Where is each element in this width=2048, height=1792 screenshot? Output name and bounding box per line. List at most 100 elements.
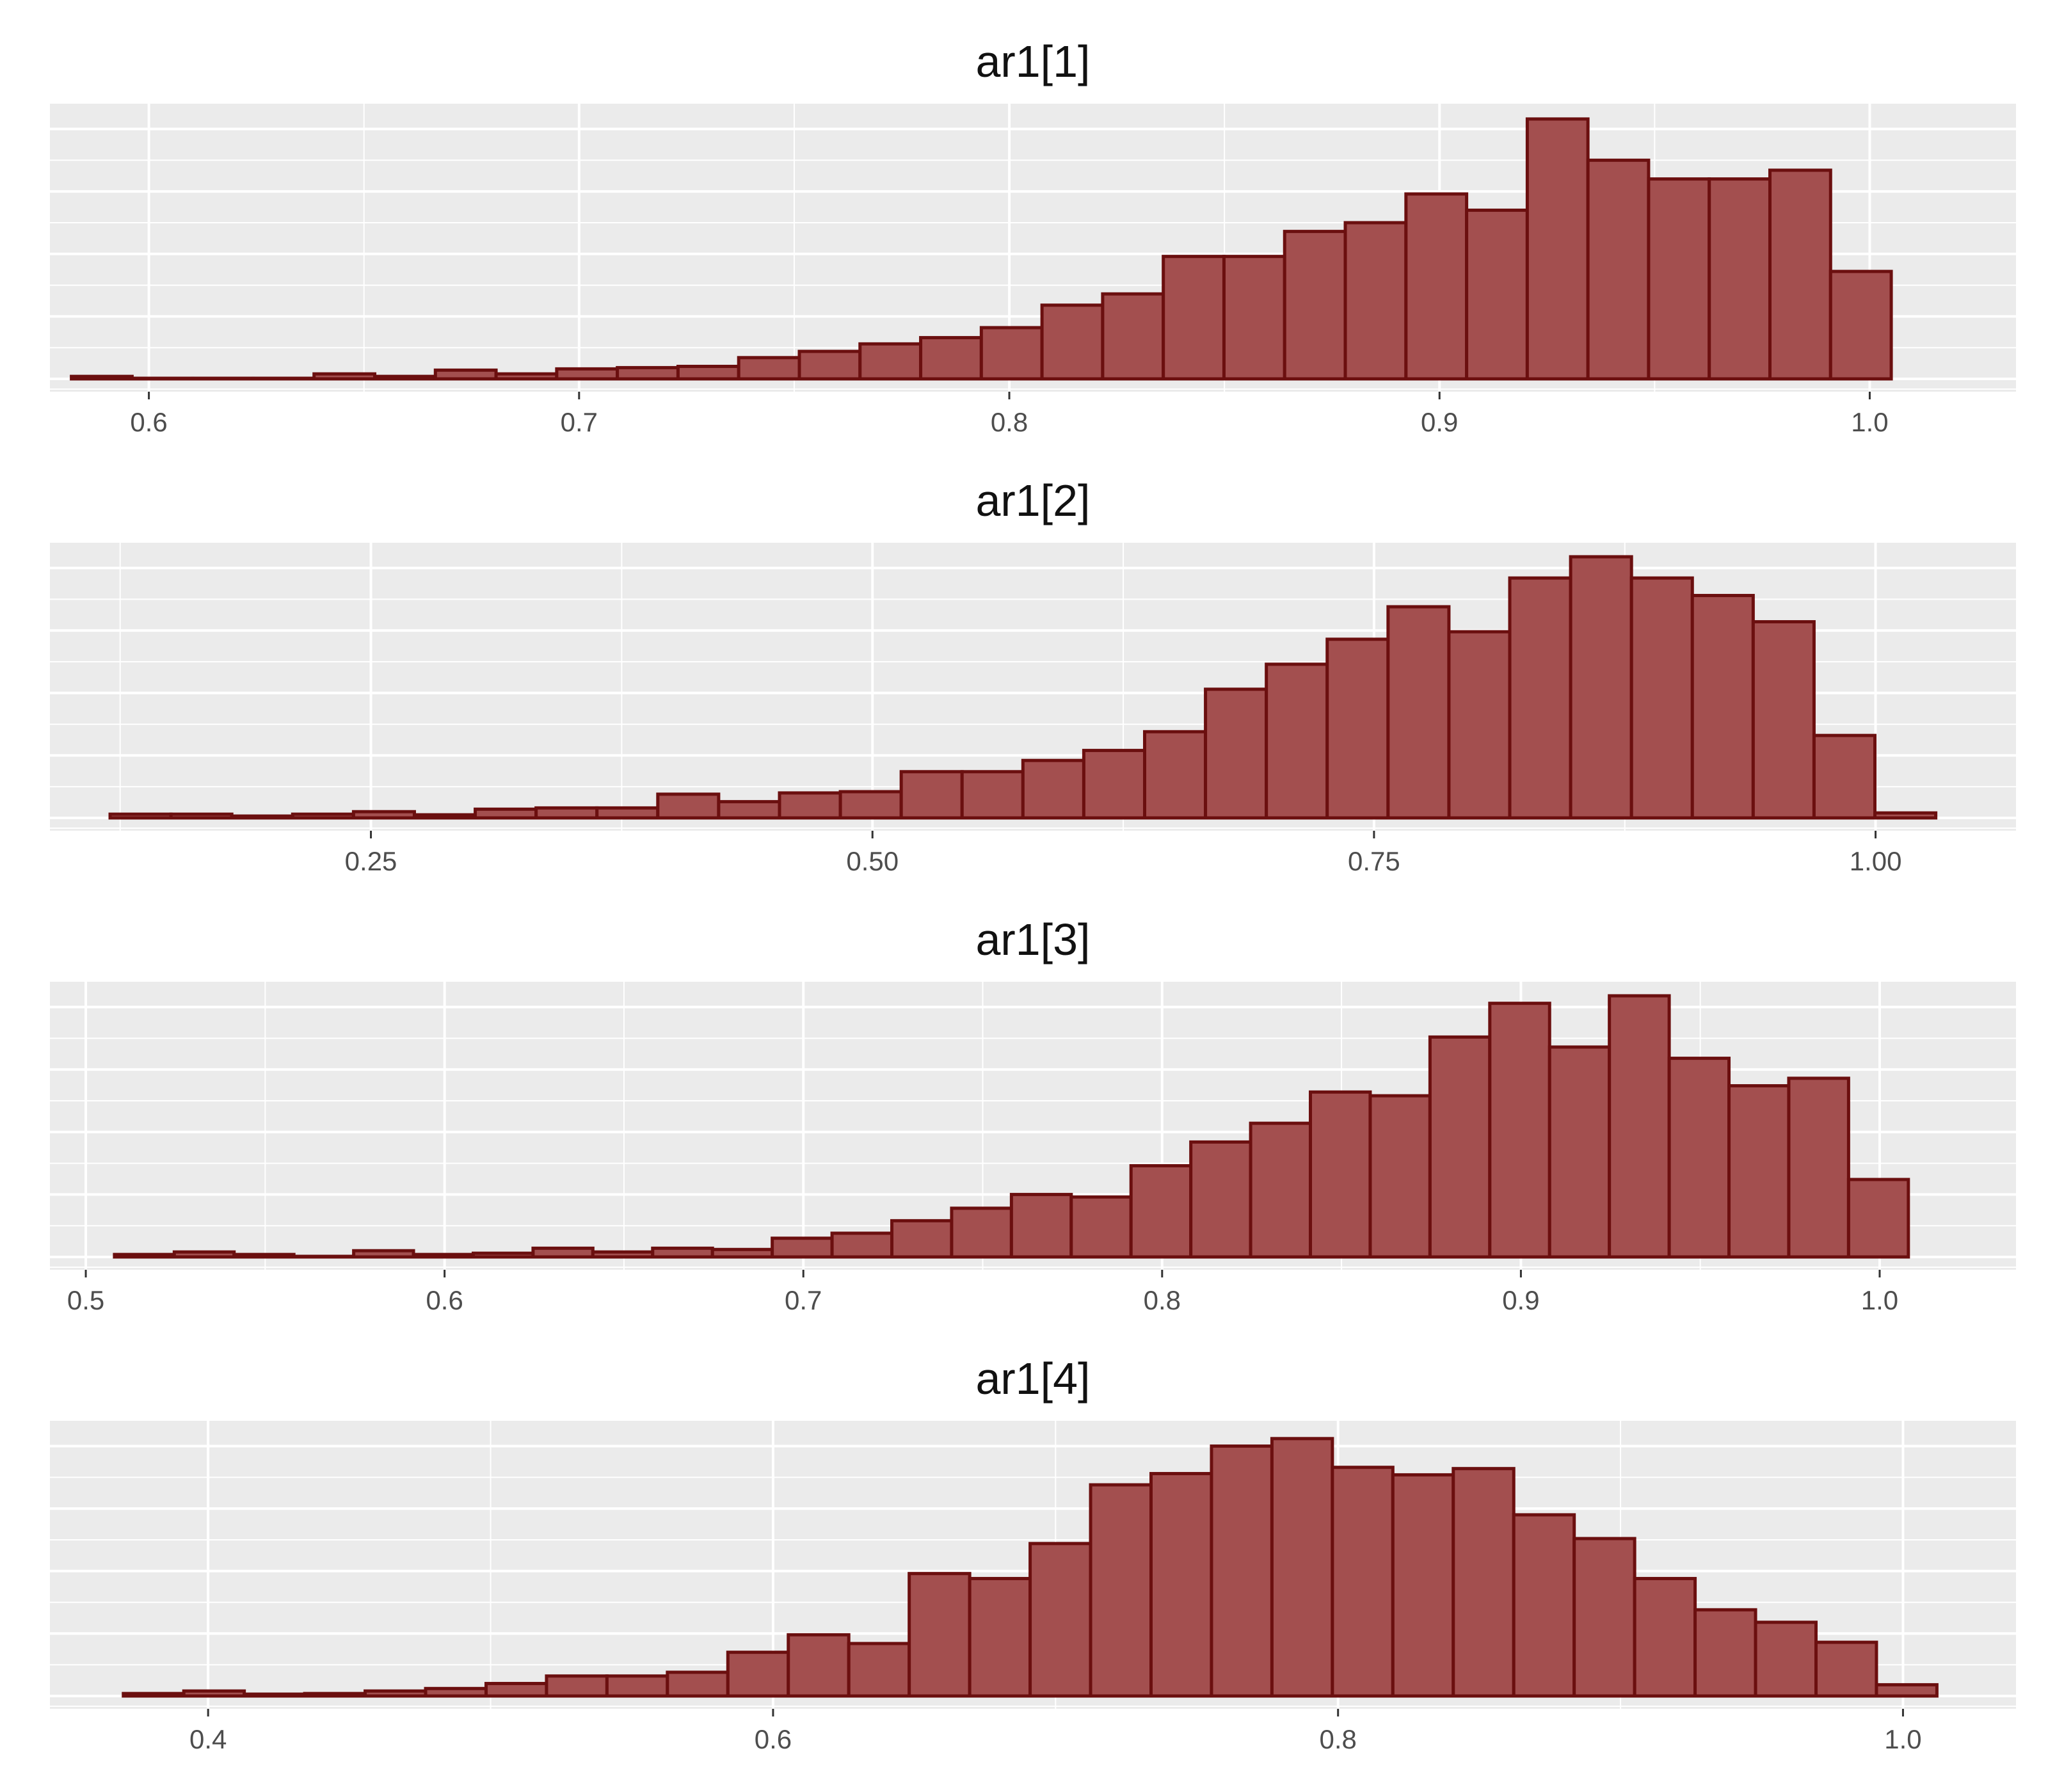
histogram-bar <box>656 792 721 820</box>
histogram-bar <box>1873 811 1938 820</box>
histogram-bar <box>534 806 599 820</box>
histogram-bar <box>555 367 620 381</box>
histogram-bar <box>847 1642 911 1698</box>
histogram-bar <box>169 812 234 820</box>
histogram-bar <box>1727 1084 1791 1259</box>
x-tick-label: 0.9 <box>1502 1285 1539 1315</box>
histogram-bar <box>364 1689 428 1698</box>
histogram-bar <box>676 364 740 381</box>
histogram-bar <box>1768 168 1832 381</box>
histogram-bar <box>797 349 862 381</box>
histogram-bar <box>1512 1513 1576 1698</box>
histogram-bar <box>352 1249 415 1259</box>
histogram-bar <box>858 342 923 381</box>
histogram-bar <box>1525 117 1590 381</box>
histogram-bar <box>1129 1164 1193 1259</box>
histogram-bar <box>1569 555 1633 820</box>
panel-title: ar1[3] <box>976 915 1091 964</box>
histogram-bar <box>778 791 842 820</box>
histogram-bar <box>1368 1094 1432 1259</box>
histogram-bar <box>232 1252 296 1259</box>
x-tick-label: 0.4 <box>189 1724 227 1754</box>
histogram-bar <box>1040 303 1105 381</box>
histogram-bar <box>787 1633 851 1698</box>
histogram-bar <box>1608 994 1671 1259</box>
x-tick-label: 0.6 <box>755 1724 792 1754</box>
histogram-bar <box>1751 620 1816 820</box>
histogram-bar <box>291 812 355 820</box>
histogram-bar <box>1162 255 1226 381</box>
x-tick-label: 0.25 <box>345 846 397 876</box>
histogram-bar <box>70 374 134 381</box>
x-tick-label: 0.9 <box>1421 407 1458 437</box>
histogram-bar <box>351 810 416 820</box>
histogram-bar <box>113 1252 176 1259</box>
histogram-bar <box>1875 1683 1939 1698</box>
histogram-bar <box>1754 1620 1818 1698</box>
histogram-bar <box>1647 177 1711 381</box>
histogram-bar <box>172 1250 236 1259</box>
x-tick-label: 1.0 <box>1861 1285 1898 1315</box>
histogram-bar <box>1428 1035 1492 1259</box>
histogram-bar <box>1204 687 1268 820</box>
histogram-bar <box>182 1689 246 1698</box>
histogram-bar <box>1249 1121 1313 1259</box>
histogram-bar <box>1021 758 1085 820</box>
histogram-bar <box>1488 1002 1551 1259</box>
x-tick-label: 0.6 <box>130 407 167 437</box>
histogram-panel-2: ar1[2] 0.25 0.50 0.75 1.00 <box>50 476 2016 876</box>
histogram-bar <box>737 356 801 381</box>
histogram-bar <box>1283 230 1347 381</box>
histogram-bar <box>230 814 294 820</box>
histogram-bar <box>838 790 903 820</box>
histogram-bar <box>1325 637 1390 820</box>
histogram-bar <box>1690 593 1755 820</box>
x-tick-label: 0.6 <box>426 1285 463 1315</box>
histogram-panel-3: ar1[3] 0.5 0.6 0.7 0.8 0.9 1.0 <box>50 915 2016 1315</box>
histogram-bar <box>890 1219 954 1259</box>
histogram-bar <box>1142 730 1208 820</box>
histogram-bar <box>545 1674 609 1698</box>
histogram-bar <box>616 365 680 381</box>
histogram-bar <box>1069 1195 1133 1259</box>
histogram-bar <box>1028 1542 1092 1698</box>
histogram-bar <box>771 1236 834 1259</box>
histogram-bar <box>960 770 1025 820</box>
panel-title: ar1[2] <box>976 476 1091 525</box>
histogram-bar <box>474 807 538 820</box>
histogram-bar <box>1633 1576 1697 1698</box>
histogram-bar <box>1508 576 1572 820</box>
x-tick-label: 0.7 <box>561 407 598 437</box>
histogram-bar <box>950 1206 1013 1259</box>
histogram-bar <box>1828 269 1893 381</box>
x-tick-label: 0.8 <box>1144 1285 1181 1315</box>
histogram-bar <box>1189 1140 1252 1259</box>
x-tick-label: 0.5 <box>67 1285 104 1315</box>
histogram-bar <box>595 806 660 820</box>
histogram-bar <box>591 1250 655 1259</box>
histogram-bar <box>531 1246 595 1259</box>
histogram-bar <box>471 1251 535 1259</box>
histogram-bar <box>1082 749 1146 820</box>
histogram-bar <box>1465 208 1529 381</box>
histogram-bar <box>1391 1473 1455 1698</box>
panel-title: ar1[4] <box>976 1354 1091 1404</box>
panel-title: ar1[1] <box>976 36 1091 86</box>
x-tick-label: 1.0 <box>1884 1724 1921 1754</box>
histogram-bar <box>1101 292 1165 381</box>
x-tick-label: 0.75 <box>1348 846 1400 876</box>
histogram-bar <box>1149 1471 1213 1698</box>
histogram-bar <box>1386 605 1451 820</box>
histogram-bar <box>1222 255 1286 381</box>
histogram-bar <box>484 1681 548 1698</box>
histogram-bar <box>122 1692 186 1698</box>
histogram-bar <box>424 1686 488 1698</box>
histogram-bar <box>1548 1045 1612 1259</box>
histogram-bar <box>1265 662 1329 820</box>
histogram-bar <box>1586 158 1651 381</box>
histogram-bar <box>373 374 437 381</box>
histogram-bar <box>108 812 173 820</box>
histogram-bar <box>1210 1444 1274 1698</box>
histogram-panel-4: ar1[4] 0.4 0.6 0.8 1.0 <box>50 1354 2016 1754</box>
